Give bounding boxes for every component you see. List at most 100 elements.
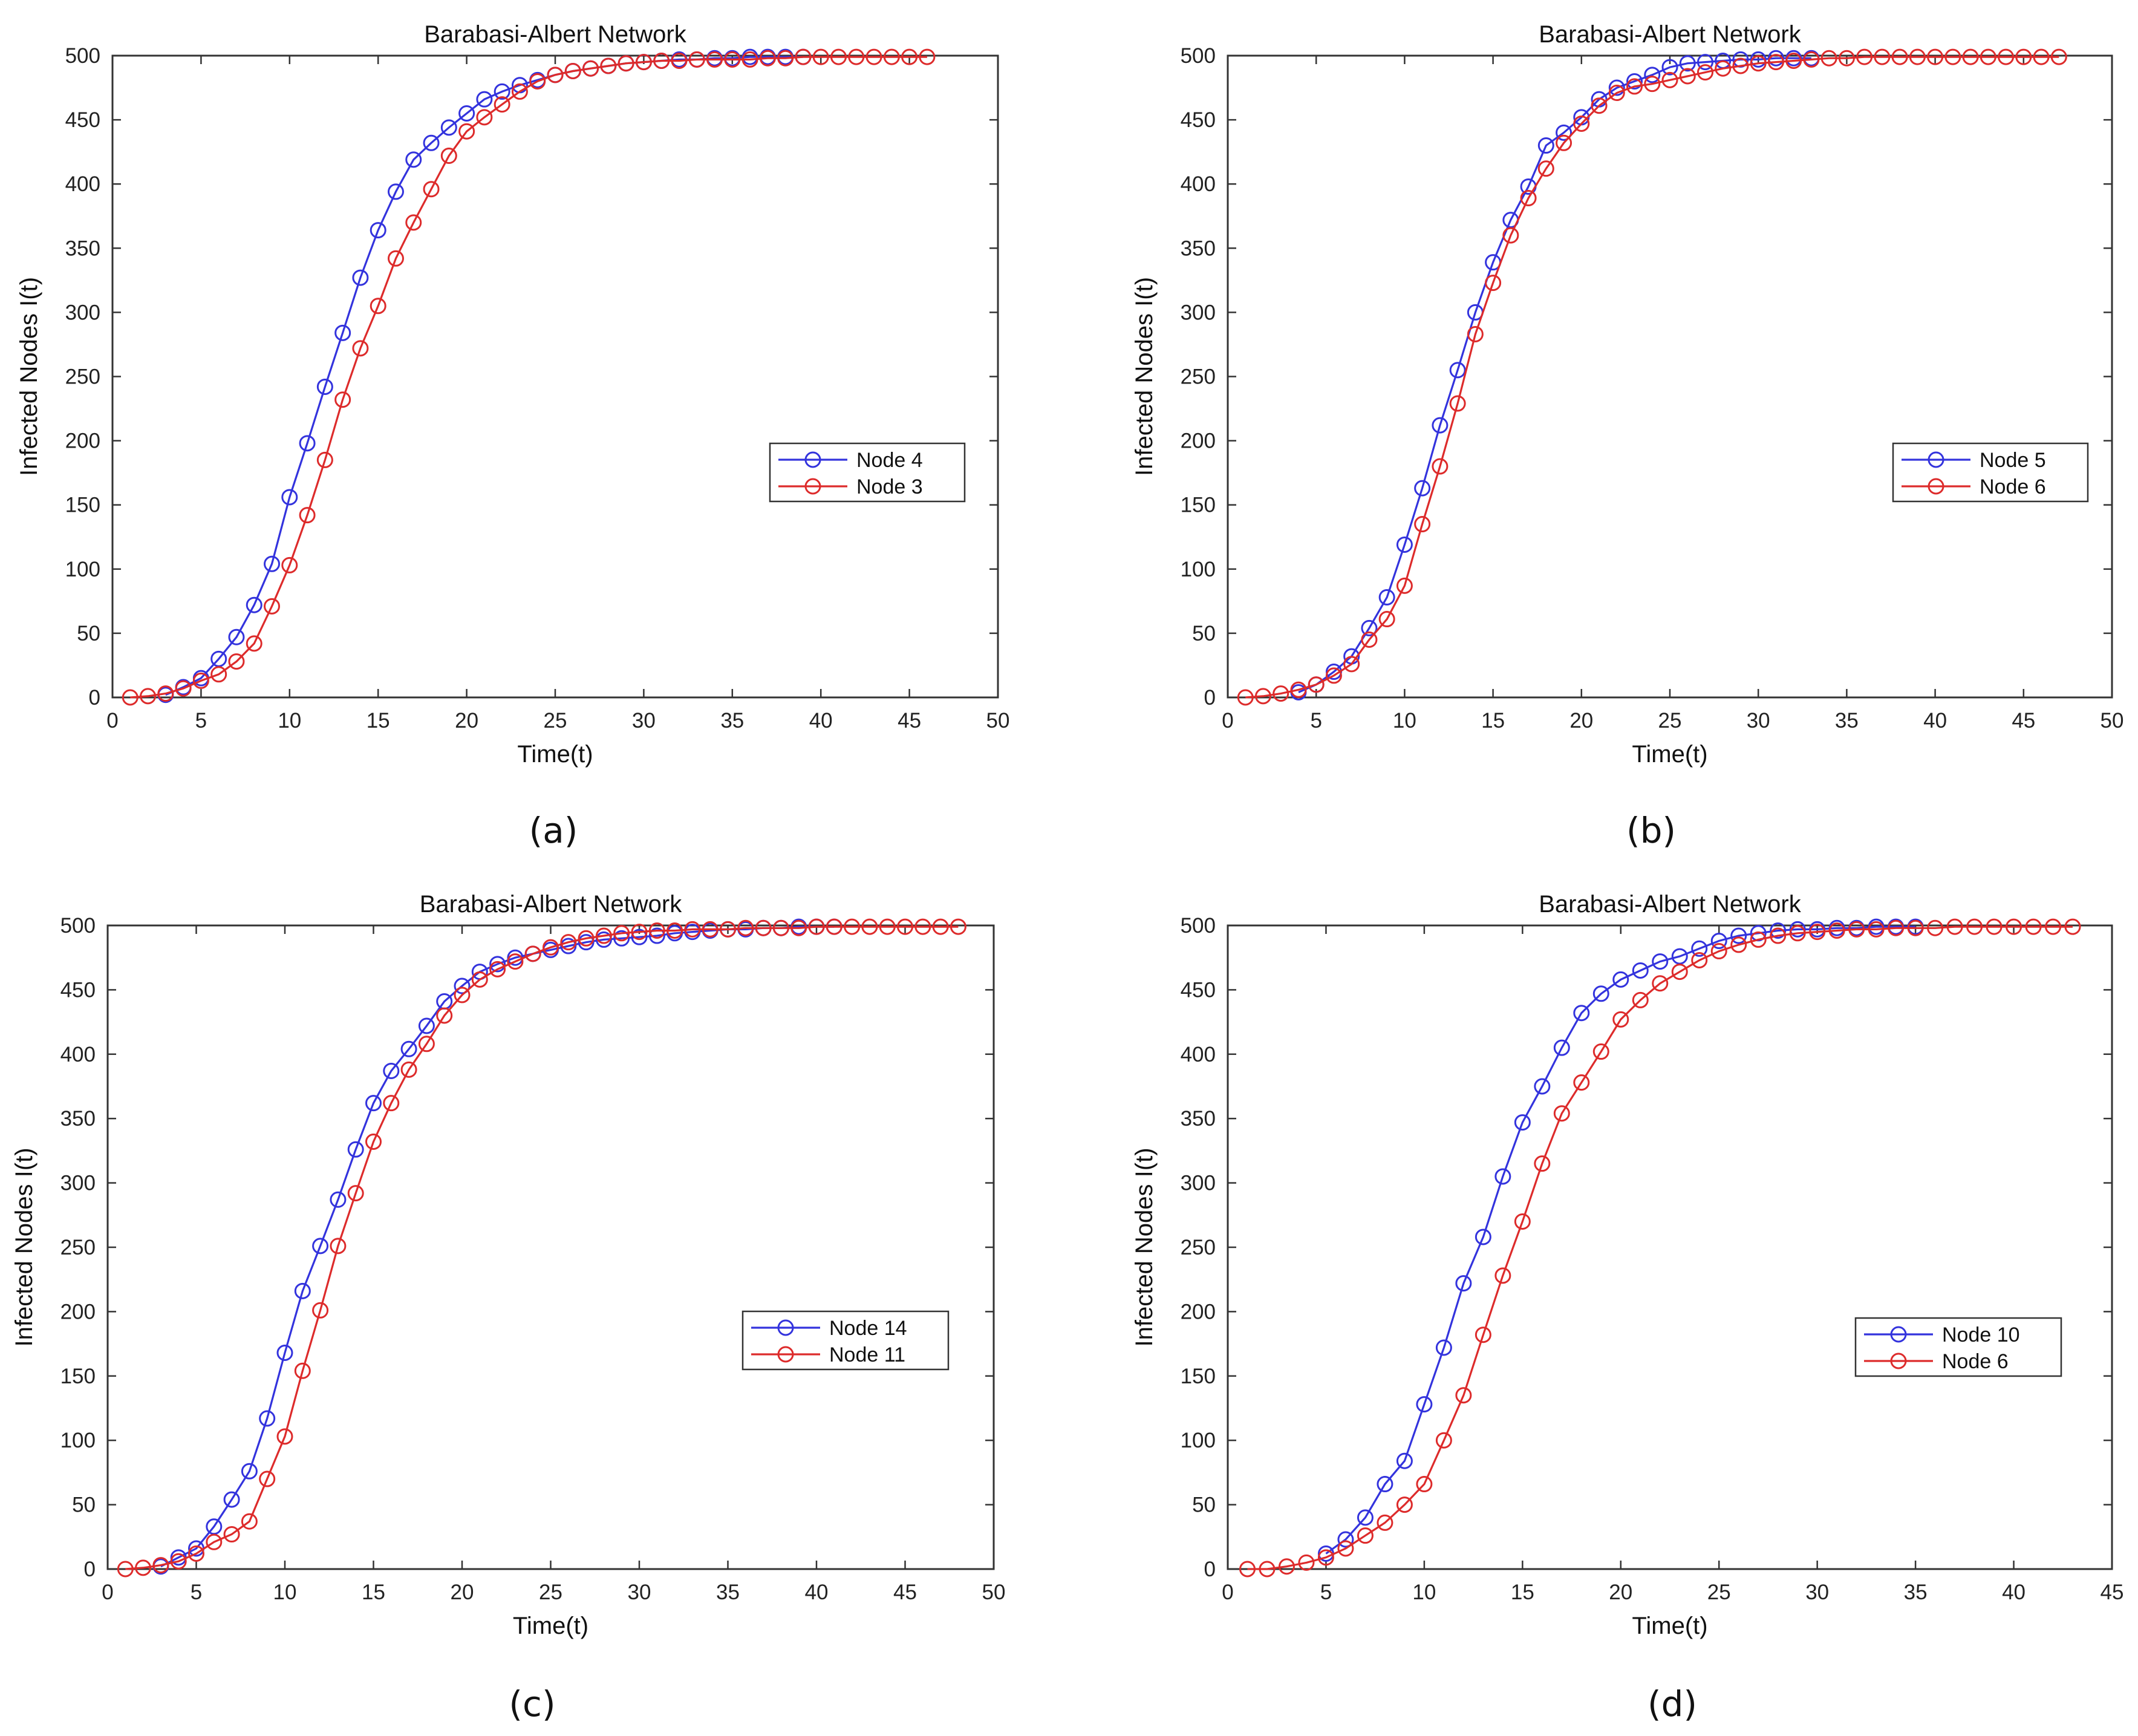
legend-label: Node 6 <box>1942 1350 2009 1373</box>
plot-frame <box>111 54 999 699</box>
x-tick-label: 5 <box>1320 1581 1332 1604</box>
data-point <box>1259 1561 1276 1578</box>
data-point <box>759 50 776 67</box>
data-point <box>1537 137 1554 154</box>
data-point <box>276 1428 293 1445</box>
series-node-6 <box>1237 48 2067 706</box>
data-point <box>1966 918 1983 935</box>
data-point <box>883 48 900 65</box>
x-tick-label: 35 <box>716 1581 740 1604</box>
data-point <box>578 934 595 951</box>
legend-marker <box>1928 478 1944 495</box>
data-point <box>1377 1476 1393 1493</box>
data-point <box>595 927 612 944</box>
series-node-11 <box>117 918 966 1578</box>
data-point <box>1730 936 1747 953</box>
data-point <box>1357 1509 1374 1526</box>
data-point <box>1455 1387 1472 1404</box>
plot-frame <box>1227 54 2113 699</box>
data-point <box>334 391 351 408</box>
y-tick-label: 300 <box>65 301 100 324</box>
data-point <box>316 451 333 468</box>
data-point <box>755 919 772 936</box>
data-point <box>564 62 581 79</box>
x-tick-label: 50 <box>2101 709 2124 733</box>
y-tick-label: 450 <box>1181 978 1216 1002</box>
data-point <box>352 269 369 286</box>
data-point <box>1986 918 2003 935</box>
data-point <box>228 628 245 645</box>
legend-label: Node 11 <box>829 1343 905 1366</box>
data-point <box>826 918 842 935</box>
y-tick-label: 350 <box>60 1107 96 1131</box>
data-point <box>1556 134 1573 151</box>
data-point <box>192 672 209 689</box>
data-point <box>1485 275 1502 292</box>
data-point <box>440 148 457 165</box>
data-point <box>706 51 723 68</box>
y-tick-label: 150 <box>65 494 100 517</box>
panel-label: (c) <box>509 1683 555 1725</box>
data-point <box>1337 1531 1354 1548</box>
data-point <box>1514 1213 1531 1230</box>
data-point <box>790 919 807 936</box>
data-point <box>879 918 896 935</box>
x-tick-label: 10 <box>1393 709 1416 733</box>
data-point <box>808 918 825 935</box>
legend-box <box>769 442 966 503</box>
data-point <box>1414 480 1431 497</box>
data-point <box>1357 1527 1374 1544</box>
data-point <box>476 109 493 126</box>
data-point <box>919 48 936 65</box>
x-tick-label: 10 <box>1412 1581 1436 1604</box>
y-tick-label: 0 <box>84 1558 96 1581</box>
x-tick-label: 0 <box>102 1581 113 1604</box>
data-point <box>1803 51 1820 68</box>
x-tick-label: 20 <box>455 709 478 733</box>
data-point <box>1361 619 1378 636</box>
legend-marker <box>777 1319 794 1336</box>
data-point <box>1809 924 1826 941</box>
data-point <box>365 1095 382 1112</box>
x-tick-label: 35 <box>1835 709 1859 733</box>
y-tick-label: 450 <box>65 108 100 132</box>
data-point <box>932 918 949 935</box>
data-point <box>370 298 386 315</box>
x-tick-label: 15 <box>367 709 390 733</box>
data-point <box>1449 362 1466 379</box>
data-point <box>294 1282 311 1299</box>
data-point <box>1696 64 1713 81</box>
data-point <box>1767 54 1784 71</box>
data-point <box>2025 918 2042 935</box>
series-node-3 <box>122 48 936 706</box>
data-point <box>436 1007 453 1024</box>
data-point <box>383 1095 400 1112</box>
data-point <box>1534 1078 1551 1095</box>
data-point <box>1696 54 1713 71</box>
data-point <box>347 1185 364 1202</box>
data-point <box>1789 921 1806 938</box>
data-point <box>1891 48 1908 65</box>
data-point <box>1710 943 1727 960</box>
data-point <box>1298 1554 1315 1571</box>
data-point <box>1591 97 1608 114</box>
data-point <box>865 48 882 65</box>
x-tick-label: 25 <box>544 709 567 733</box>
data-point <box>1691 951 1708 968</box>
y-axis-label: Infected Nodes I(t) <box>16 277 42 476</box>
data-point <box>117 1561 134 1578</box>
x-tick-label: 20 <box>1609 1581 1632 1604</box>
panel-label: (d) <box>1647 1683 1697 1725</box>
data-point <box>631 928 648 945</box>
data-point <box>613 925 630 942</box>
data-point <box>1927 48 1944 65</box>
data-point <box>1888 919 1905 936</box>
data-point <box>1475 1229 1491 1245</box>
data-point <box>666 922 683 939</box>
x-tick-label: 50 <box>982 1581 1006 1604</box>
data-point <box>281 556 298 573</box>
legend-box <box>1892 442 2089 503</box>
data-point <box>1652 953 1669 970</box>
data-point <box>223 1526 240 1543</box>
data-point <box>489 961 506 977</box>
